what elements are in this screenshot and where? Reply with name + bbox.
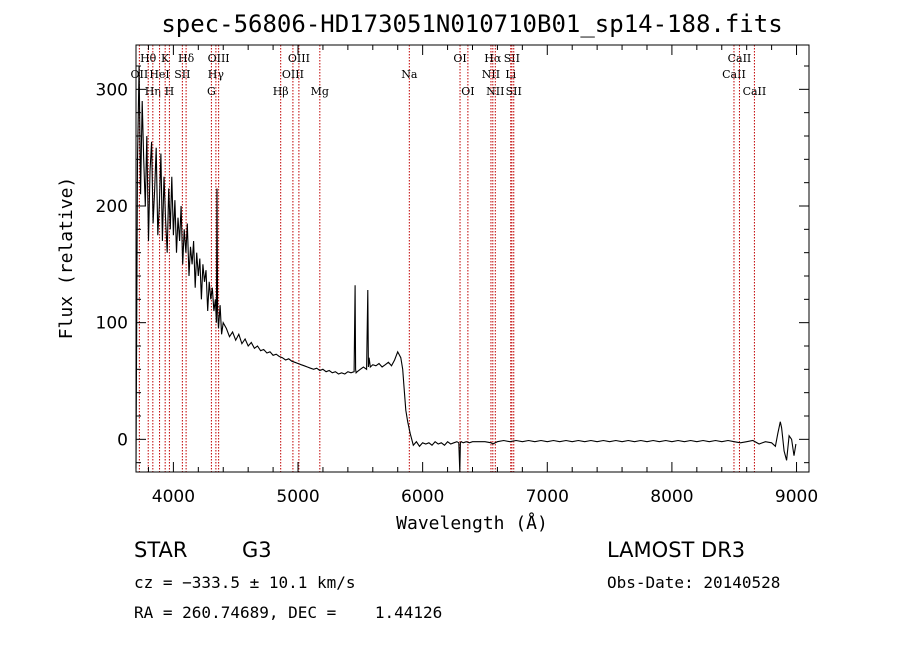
line-markers: HθOIIHηHeIKHSIIHδGHγOIIIHβOIIIOIIIMgNaOI… bbox=[131, 45, 767, 472]
x-tick-label: 6000 bbox=[401, 487, 444, 507]
y-tick-label: 100 bbox=[96, 314, 128, 334]
marker-label: OI bbox=[453, 52, 466, 65]
marker-label: NII bbox=[486, 85, 504, 98]
marker-label: Hβ bbox=[273, 85, 289, 98]
x-tick-label: 5000 bbox=[276, 487, 319, 507]
obs-date: Obs-Date: 20140528 bbox=[607, 573, 781, 592]
marker-label: NII bbox=[482, 68, 500, 81]
marker-label: SII bbox=[506, 85, 522, 98]
marker-label: HeI bbox=[149, 68, 169, 81]
marker-label: Mg bbox=[311, 85, 329, 98]
marker-label: Hη bbox=[145, 85, 161, 98]
marker-label: G bbox=[207, 85, 216, 98]
chart-title: spec-56806-HD173051N010710B01_sp14-188.f… bbox=[161, 10, 782, 38]
y-axis-label: Flux (relative) bbox=[56, 177, 77, 340]
marker-label: SII bbox=[174, 68, 190, 81]
spectrum-series bbox=[135, 65, 797, 473]
marker-label: Na bbox=[401, 68, 418, 81]
marker-label: Hα bbox=[484, 52, 502, 65]
y-tick-label: 300 bbox=[96, 80, 128, 100]
x-tick-label: 8000 bbox=[650, 487, 693, 507]
coordinates-readout: RA = 260.74689, DEC = 1.44126 bbox=[134, 603, 443, 622]
marker-label: Hγ bbox=[208, 68, 225, 81]
x-axis-label: Wavelength (Å) bbox=[396, 512, 548, 534]
marker-label: Hδ bbox=[178, 52, 195, 65]
plot-frame bbox=[135, 44, 810, 473]
object-class: STAR bbox=[134, 538, 188, 562]
marker-label: CaII bbox=[728, 52, 752, 65]
marker-label: Li bbox=[505, 68, 516, 81]
object-subclass: G3 bbox=[242, 538, 272, 562]
x-tick-label: 9000 bbox=[775, 487, 818, 507]
axis-ticks: 4000 5000 6000 7000 8000 9000 0 100 200 300 bbox=[96, 45, 818, 507]
redshift-readout: cz = −333.5 ± 10.1 km/s bbox=[134, 573, 356, 592]
y-tick-label: 200 bbox=[96, 197, 128, 217]
x-tick-label: 4000 bbox=[152, 487, 195, 507]
x-tick-label: 7000 bbox=[526, 487, 569, 507]
marker-label: H bbox=[165, 85, 175, 98]
marker-label: CaII bbox=[743, 85, 767, 98]
marker-label: Hθ bbox=[140, 52, 157, 65]
marker-label: SII bbox=[504, 52, 520, 65]
marker-label: OIII bbox=[288, 52, 310, 65]
marker-label: CaII bbox=[722, 68, 746, 81]
y-tick-label: 0 bbox=[117, 430, 128, 450]
survey-name: LAMOST DR3 bbox=[607, 538, 746, 562]
marker-label: OIII bbox=[208, 52, 230, 65]
marker-label: OIII bbox=[282, 68, 304, 81]
marker-label: K bbox=[161, 52, 170, 65]
marker-label: OI bbox=[461, 85, 474, 98]
